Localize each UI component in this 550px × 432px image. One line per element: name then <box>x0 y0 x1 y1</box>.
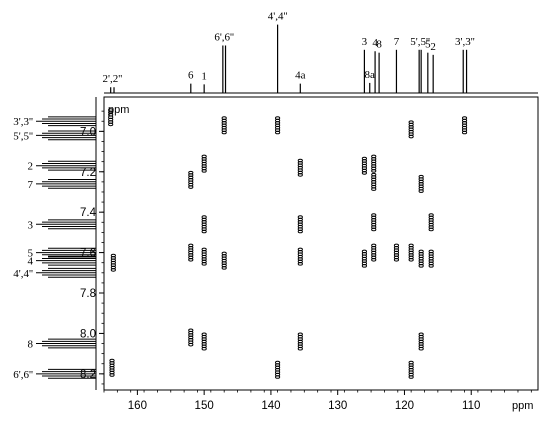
left-peak-label: 4 <box>28 256 34 268</box>
cross-peak <box>371 243 377 262</box>
y-tick-label: 8.0 <box>80 328 96 340</box>
cross-peak <box>408 360 414 379</box>
left-peak-label: 5 <box>28 248 34 260</box>
cross-peak <box>461 116 468 135</box>
cross-peak <box>371 154 377 173</box>
cross-peak <box>371 172 377 191</box>
cross-peak <box>188 243 194 262</box>
left-peak-labels: 3',3'' 5',5'' 2 7 3 544',4'' 8 6',6'' <box>13 116 33 381</box>
left-peak-label: 3',3'' <box>13 116 33 128</box>
cross-peak <box>221 116 227 135</box>
top-peak-label: 4a <box>295 70 306 82</box>
cross-peak <box>201 215 207 234</box>
top-1d-spectrum <box>104 24 538 94</box>
top-peak-label: 4 <box>372 37 378 49</box>
x-tick-label: 110 <box>462 400 480 412</box>
cross-peak <box>297 332 303 351</box>
left-peak-label: 2 <box>28 161 34 173</box>
top-peak-labels: 2',2'' 6 1 6',6'' 4',4'' 4a 3 8a 48 7 5',5''5 2 3',3… <box>102 11 474 86</box>
cross-peak <box>109 358 115 377</box>
cross-peak <box>418 174 424 193</box>
cross-peak <box>275 360 281 379</box>
top-peak-label: 2 <box>430 41 436 53</box>
left-1d-spectrum <box>36 97 97 390</box>
x-tick-label: 140 <box>261 400 280 412</box>
x-tick-label: 120 <box>395 400 414 412</box>
top-peak-label: 7 <box>394 36 400 48</box>
cross-peak <box>418 249 424 268</box>
x-tick-label: 150 <box>195 400 214 412</box>
x-tick-label: 130 <box>328 400 347 412</box>
cross-peak <box>428 213 434 232</box>
cross-peak <box>371 213 377 232</box>
plot-frame <box>103 96 539 391</box>
y-tick-label: 7.0 <box>80 126 96 138</box>
cross-peak <box>188 328 194 347</box>
cross-peak <box>297 247 303 266</box>
cross-peak <box>110 253 116 272</box>
top-peak-label: 5',5'' <box>410 36 430 48</box>
x-axis-label: ppm <box>512 400 533 412</box>
left-peak-label: 6',6'' <box>13 369 33 381</box>
top-peak-label: 3 <box>362 36 368 48</box>
cross-peak <box>297 215 303 234</box>
top-peak-label: 5 <box>425 39 431 51</box>
y-tick-label: 7.6 <box>80 248 96 260</box>
y-tick-label: 7.4 <box>80 207 97 219</box>
y-tick-label: 8.2 <box>80 369 96 381</box>
cross-peak <box>188 170 194 189</box>
x-tick-label: 160 <box>128 400 147 412</box>
cross-peak <box>408 243 414 262</box>
top-peak-label: 1 <box>201 70 207 82</box>
cross-peak <box>221 251 227 270</box>
left-peak-label: 4',4'' <box>13 268 33 280</box>
top-peak-label: 8a <box>365 69 376 81</box>
left-peak-label: 3 <box>28 219 34 231</box>
cross-peak <box>408 120 414 139</box>
cross-peak <box>201 247 207 266</box>
y-axis: 7.0 7.2 7.4 7.6 7.8 8.0 8.2 <box>80 110 104 385</box>
y-axis-label: ppm <box>108 104 129 116</box>
top-peak-label: 4',4'' <box>268 11 288 23</box>
cross-peak <box>297 158 303 177</box>
top-peak-label: 6',6'' <box>214 31 234 43</box>
cross-peak <box>418 332 424 351</box>
left-peak-label: 7 <box>28 179 34 191</box>
y-tick-label: 7.2 <box>80 167 96 179</box>
x-axis: 160 150 140 130 120 110 <box>103 390 532 412</box>
cross-peak <box>393 243 400 262</box>
cross-peak <box>108 108 114 127</box>
left-peak-label: 8 <box>28 339 34 351</box>
top-peak-label: 2',2'' <box>102 73 122 85</box>
cross-peak <box>201 332 207 351</box>
cross-peak <box>361 249 367 268</box>
top-peak-label: 3',3'' <box>455 36 475 48</box>
cross-peak <box>201 154 207 173</box>
cross-peak <box>275 116 281 135</box>
cross-peak <box>428 249 434 268</box>
cross-peaks <box>108 108 468 379</box>
cross-peak <box>361 156 367 175</box>
top-peak-label: 8 <box>376 39 382 51</box>
y-tick-label: 7.8 <box>80 288 96 300</box>
top-peak-label: 6 <box>188 70 194 82</box>
left-peak-label: 5',5'' <box>13 130 33 142</box>
